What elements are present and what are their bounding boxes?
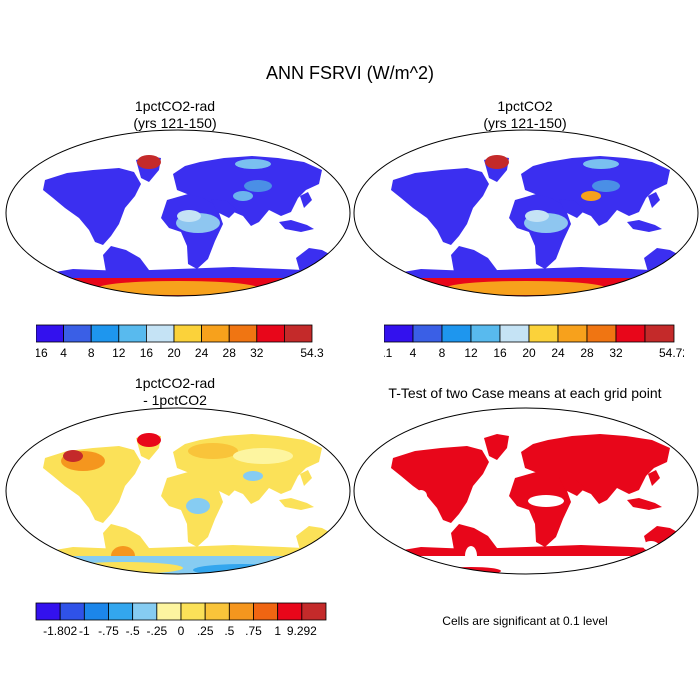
colorbar-3-tick-label: -1 bbox=[79, 624, 90, 638]
panel-1-title: 1pctCO2-rad (yrs 121-150) bbox=[25, 98, 325, 132]
colorbar-2-tick-label: 8 bbox=[439, 346, 446, 360]
colorbar-2-swatch bbox=[586, 324, 617, 343]
colorbar-2-tick-label: 12 bbox=[464, 346, 478, 360]
colorbar-3-svg: -1.802 -1 -.75 -.5 -.25 0 .25 .5 .75 1 9.292 bbox=[35, 602, 327, 638]
panel-1-title-line1: 1pctCO2-rad bbox=[134, 98, 216, 114]
colorbar-2-tick-label: 28 bbox=[580, 346, 594, 360]
colorbar-1-tick-label: 1.16 bbox=[36, 346, 48, 360]
colorbar-3-tick-label: -1.802 bbox=[43, 624, 77, 638]
colorbar-3-tick-label: -.75 bbox=[98, 624, 119, 638]
panel-4-title-line1: T-Test of two Case means at each grid po… bbox=[388, 385, 662, 401]
map-1-svg bbox=[5, 129, 351, 297]
colorbar-3-swatch bbox=[228, 602, 254, 621]
colorbar-3-tick-label: 1 bbox=[274, 624, 281, 638]
colorbar-2-tick-label: 32 bbox=[609, 346, 623, 360]
colorbar-2-tick-label: 24 bbox=[551, 346, 565, 360]
colorbar-2-svg: 1.1 4 8 12 16 20 24 28 32 54.72 bbox=[376, 324, 689, 360]
colorbar-3-swatch bbox=[35, 602, 61, 621]
colorbar-1-tick-label: 24 bbox=[195, 346, 209, 360]
colorbar-3-tick-label: 9.292 bbox=[287, 624, 317, 638]
panel-3-title-line2: - 1pctCO2 bbox=[143, 392, 207, 408]
colorbar-3-swatch bbox=[204, 602, 230, 621]
colorbar-3-swatch bbox=[301, 602, 327, 621]
colorbar-3-swatch bbox=[132, 602, 158, 621]
colorbar-1-swatch bbox=[283, 324, 313, 343]
colorbar-1-swatch bbox=[146, 324, 175, 343]
colorbar-1-swatch bbox=[201, 324, 230, 343]
colorbar-1-tick-label: 32 bbox=[250, 346, 264, 360]
colorbar-3-tick-label: .25 bbox=[197, 624, 214, 638]
colorbar-1-tick-label: 4 bbox=[60, 346, 67, 360]
colorbar-3-tick-label: -.5 bbox=[126, 624, 140, 638]
colorbar-3-swatch bbox=[59, 602, 85, 621]
colorbar-2-swatch bbox=[412, 324, 443, 343]
colorbar-1-swatch bbox=[173, 324, 203, 343]
map-panel-1 bbox=[3, 128, 353, 311]
map-panel-4 bbox=[351, 406, 700, 589]
colorbar-3-swatch bbox=[253, 602, 279, 621]
colorbar-3-tick-label: .75 bbox=[245, 624, 262, 638]
colorbar-1-tick-label: 12 bbox=[112, 346, 126, 360]
panel-3-title-line1: 1pctCO2-rad bbox=[134, 375, 216, 391]
colorbar-1-swatch bbox=[228, 324, 258, 343]
panel-2-title-line1: 1pctCO2 bbox=[497, 98, 553, 114]
colorbar-2-swatch bbox=[528, 324, 559, 343]
colorbar-2-swatch bbox=[383, 324, 414, 343]
colorbar-2-tick-label: 1.1 bbox=[384, 346, 393, 360]
colorbar-3-tick-label: .5 bbox=[224, 624, 234, 638]
colorbar-1-tick-label: 16 bbox=[140, 346, 154, 360]
colorbar-3-swatch bbox=[277, 602, 303, 621]
panel-4-title: T-Test of two Case means at each grid po… bbox=[355, 385, 695, 402]
colorbar-3-swatch bbox=[180, 602, 206, 621]
figure-title: ANN FSRVI (W/m^2) bbox=[265, 63, 435, 83]
colorbar-2-swatch bbox=[441, 324, 472, 343]
colorbar-3-swatch bbox=[108, 602, 134, 621]
colorbar-3-swatch bbox=[156, 602, 182, 621]
map-panel-2 bbox=[351, 128, 700, 311]
colorbar-2-swatch bbox=[470, 324, 501, 343]
colorbar-3-swatch bbox=[83, 602, 109, 621]
colorbar-2-tick-label: 16 bbox=[493, 346, 507, 360]
colorbar-1-swatch bbox=[63, 324, 92, 343]
colorbar-1-swatch bbox=[118, 324, 147, 343]
colorbar-1-swatch bbox=[35, 324, 65, 343]
colorbar-1: 1.16 4 8 12 16 20 24 28 32 54.3 bbox=[24, 324, 326, 365]
panel-1-title-line2: (yrs 121-150) bbox=[133, 115, 217, 131]
colorbar-2-tick-label: 20 bbox=[522, 346, 536, 360]
map-3-svg bbox=[5, 407, 351, 575]
panel-2-title-line2: (yrs 121-150) bbox=[483, 115, 567, 131]
colorbar-1-swatch bbox=[90, 324, 120, 343]
colorbar-2-tick-label: 4 bbox=[410, 346, 417, 360]
colorbar-2-swatch bbox=[557, 324, 588, 343]
panel-3-title: 1pctCO2-rad - 1pctCO2 bbox=[25, 375, 325, 409]
colorbar-3-tick-label: 0 bbox=[178, 624, 185, 638]
colorbar-1-tick-label: 8 bbox=[88, 346, 95, 360]
panel-2-title: 1pctCO2 (yrs 121-150) bbox=[375, 98, 675, 132]
colorbar-1-svg: 1.16 4 8 12 16 20 24 28 32 54.3 bbox=[24, 324, 324, 360]
colorbar-1-tick-label: 20 bbox=[167, 346, 181, 360]
colorbar-3-tick-label: -.25 bbox=[146, 624, 167, 638]
colorbar-3: -1.802 -1 -.75 -.5 -.25 0 .25 .5 .75 1 9.292 bbox=[10, 602, 350, 643]
significance-note: Cells are significant at 0.1 level bbox=[442, 614, 608, 628]
colorbar-2-swatch bbox=[615, 324, 646, 343]
colorbar-2: 1.1 4 8 12 16 20 24 28 32 54.72 bbox=[376, 324, 689, 365]
colorbar-1-tick-label: 54.3 bbox=[300, 346, 324, 360]
colorbar-1-tick-label: 28 bbox=[223, 346, 237, 360]
map-4-svg bbox=[353, 407, 699, 575]
colorbar-2-swatch bbox=[499, 324, 530, 343]
colorbar-2-tick-label: 54.72 bbox=[659, 346, 684, 360]
map-panel-3 bbox=[3, 406, 353, 589]
map-2-svg bbox=[353, 129, 699, 297]
colorbar-1-swatch bbox=[256, 324, 285, 343]
colorbar-2-swatch bbox=[644, 324, 675, 343]
